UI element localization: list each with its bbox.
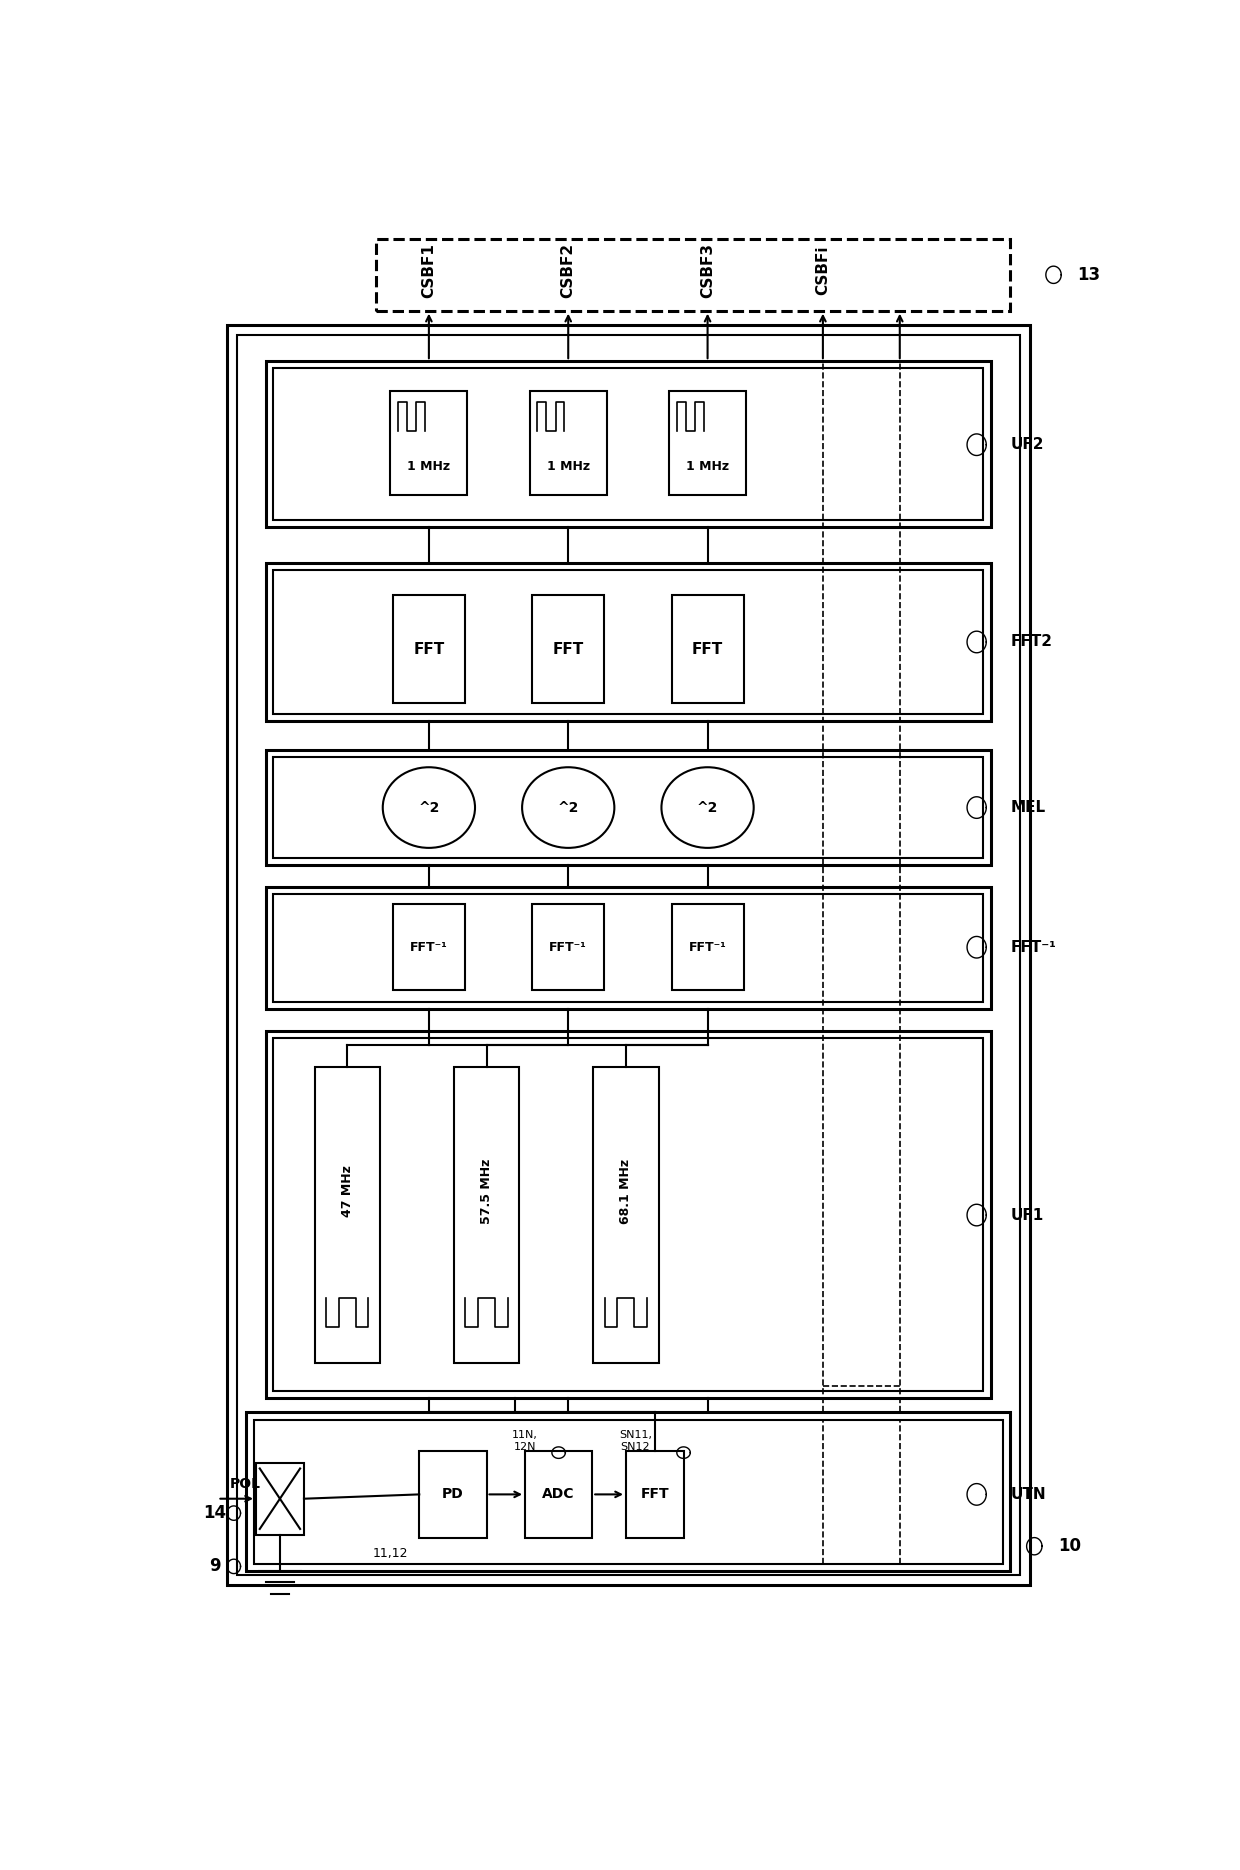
Text: POL: POL — [229, 1477, 260, 1490]
Text: 14: 14 — [203, 1503, 226, 1522]
Text: ^2: ^2 — [697, 800, 718, 815]
Text: FFT2: FFT2 — [1011, 634, 1053, 649]
FancyBboxPatch shape — [393, 595, 465, 703]
Ellipse shape — [383, 767, 475, 847]
FancyBboxPatch shape — [672, 595, 744, 703]
FancyBboxPatch shape — [376, 239, 1011, 310]
Text: FFT: FFT — [692, 641, 723, 656]
FancyBboxPatch shape — [532, 903, 604, 991]
FancyBboxPatch shape — [265, 563, 991, 722]
Text: 57.5 MHz: 57.5 MHz — [480, 1159, 494, 1225]
Text: FFT: FFT — [640, 1487, 670, 1502]
FancyBboxPatch shape — [273, 368, 983, 520]
Text: CSBF3: CSBF3 — [701, 243, 715, 297]
FancyBboxPatch shape — [315, 1068, 379, 1363]
Text: CSBFi: CSBFi — [816, 245, 831, 295]
Text: PD: PD — [441, 1487, 464, 1502]
Text: UF2: UF2 — [1011, 438, 1044, 453]
Text: FFT⁻¹: FFT⁻¹ — [410, 941, 448, 954]
FancyBboxPatch shape — [273, 570, 983, 714]
FancyBboxPatch shape — [237, 335, 1019, 1575]
Ellipse shape — [522, 767, 614, 847]
FancyBboxPatch shape — [593, 1068, 658, 1363]
FancyBboxPatch shape — [265, 361, 991, 527]
FancyBboxPatch shape — [273, 757, 983, 858]
FancyBboxPatch shape — [525, 1451, 593, 1537]
Text: FFT⁻¹: FFT⁻¹ — [549, 941, 587, 954]
Text: CSBF2: CSBF2 — [560, 243, 575, 297]
FancyBboxPatch shape — [391, 391, 467, 496]
Text: ^2: ^2 — [558, 800, 579, 815]
Text: SN11,
SN12: SN11, SN12 — [619, 1431, 652, 1451]
Text: ADC: ADC — [542, 1487, 575, 1502]
Text: FFT⁻¹: FFT⁻¹ — [688, 941, 727, 954]
Text: MEL: MEL — [1011, 800, 1045, 815]
FancyBboxPatch shape — [532, 595, 604, 703]
Text: 10: 10 — [1058, 1537, 1081, 1556]
FancyBboxPatch shape — [454, 1068, 520, 1363]
Text: 1 MHz: 1 MHz — [547, 460, 590, 473]
Text: FFT: FFT — [553, 641, 584, 656]
FancyBboxPatch shape — [419, 1451, 486, 1537]
FancyBboxPatch shape — [672, 903, 744, 991]
FancyBboxPatch shape — [670, 391, 746, 496]
FancyBboxPatch shape — [393, 903, 465, 991]
FancyBboxPatch shape — [227, 325, 1029, 1586]
Text: 11N,
12N: 11N, 12N — [512, 1431, 538, 1451]
FancyBboxPatch shape — [273, 894, 983, 1002]
Text: UTN: UTN — [1011, 1487, 1045, 1502]
FancyBboxPatch shape — [265, 1030, 991, 1399]
Text: UF1: UF1 — [1011, 1208, 1044, 1223]
Text: FFT⁻¹: FFT⁻¹ — [1011, 941, 1056, 956]
FancyBboxPatch shape — [247, 1412, 1011, 1571]
Text: 13: 13 — [1078, 266, 1101, 284]
Text: CSBF1: CSBF1 — [422, 243, 436, 297]
Text: 9: 9 — [208, 1558, 221, 1575]
Text: ^2: ^2 — [418, 800, 439, 815]
Text: 68.1 MHz: 68.1 MHz — [620, 1159, 632, 1225]
FancyBboxPatch shape — [529, 391, 606, 496]
Ellipse shape — [661, 767, 754, 847]
FancyBboxPatch shape — [273, 1038, 983, 1391]
FancyBboxPatch shape — [254, 1419, 1003, 1563]
FancyBboxPatch shape — [265, 750, 991, 866]
Text: 47 MHz: 47 MHz — [341, 1165, 353, 1217]
Text: FFT: FFT — [413, 641, 444, 656]
FancyBboxPatch shape — [265, 886, 991, 1010]
Text: 11,12: 11,12 — [373, 1546, 408, 1560]
Text: 1 MHz: 1 MHz — [686, 460, 729, 473]
FancyBboxPatch shape — [626, 1451, 683, 1537]
Text: 1 MHz: 1 MHz — [407, 460, 450, 473]
FancyBboxPatch shape — [255, 1462, 304, 1535]
